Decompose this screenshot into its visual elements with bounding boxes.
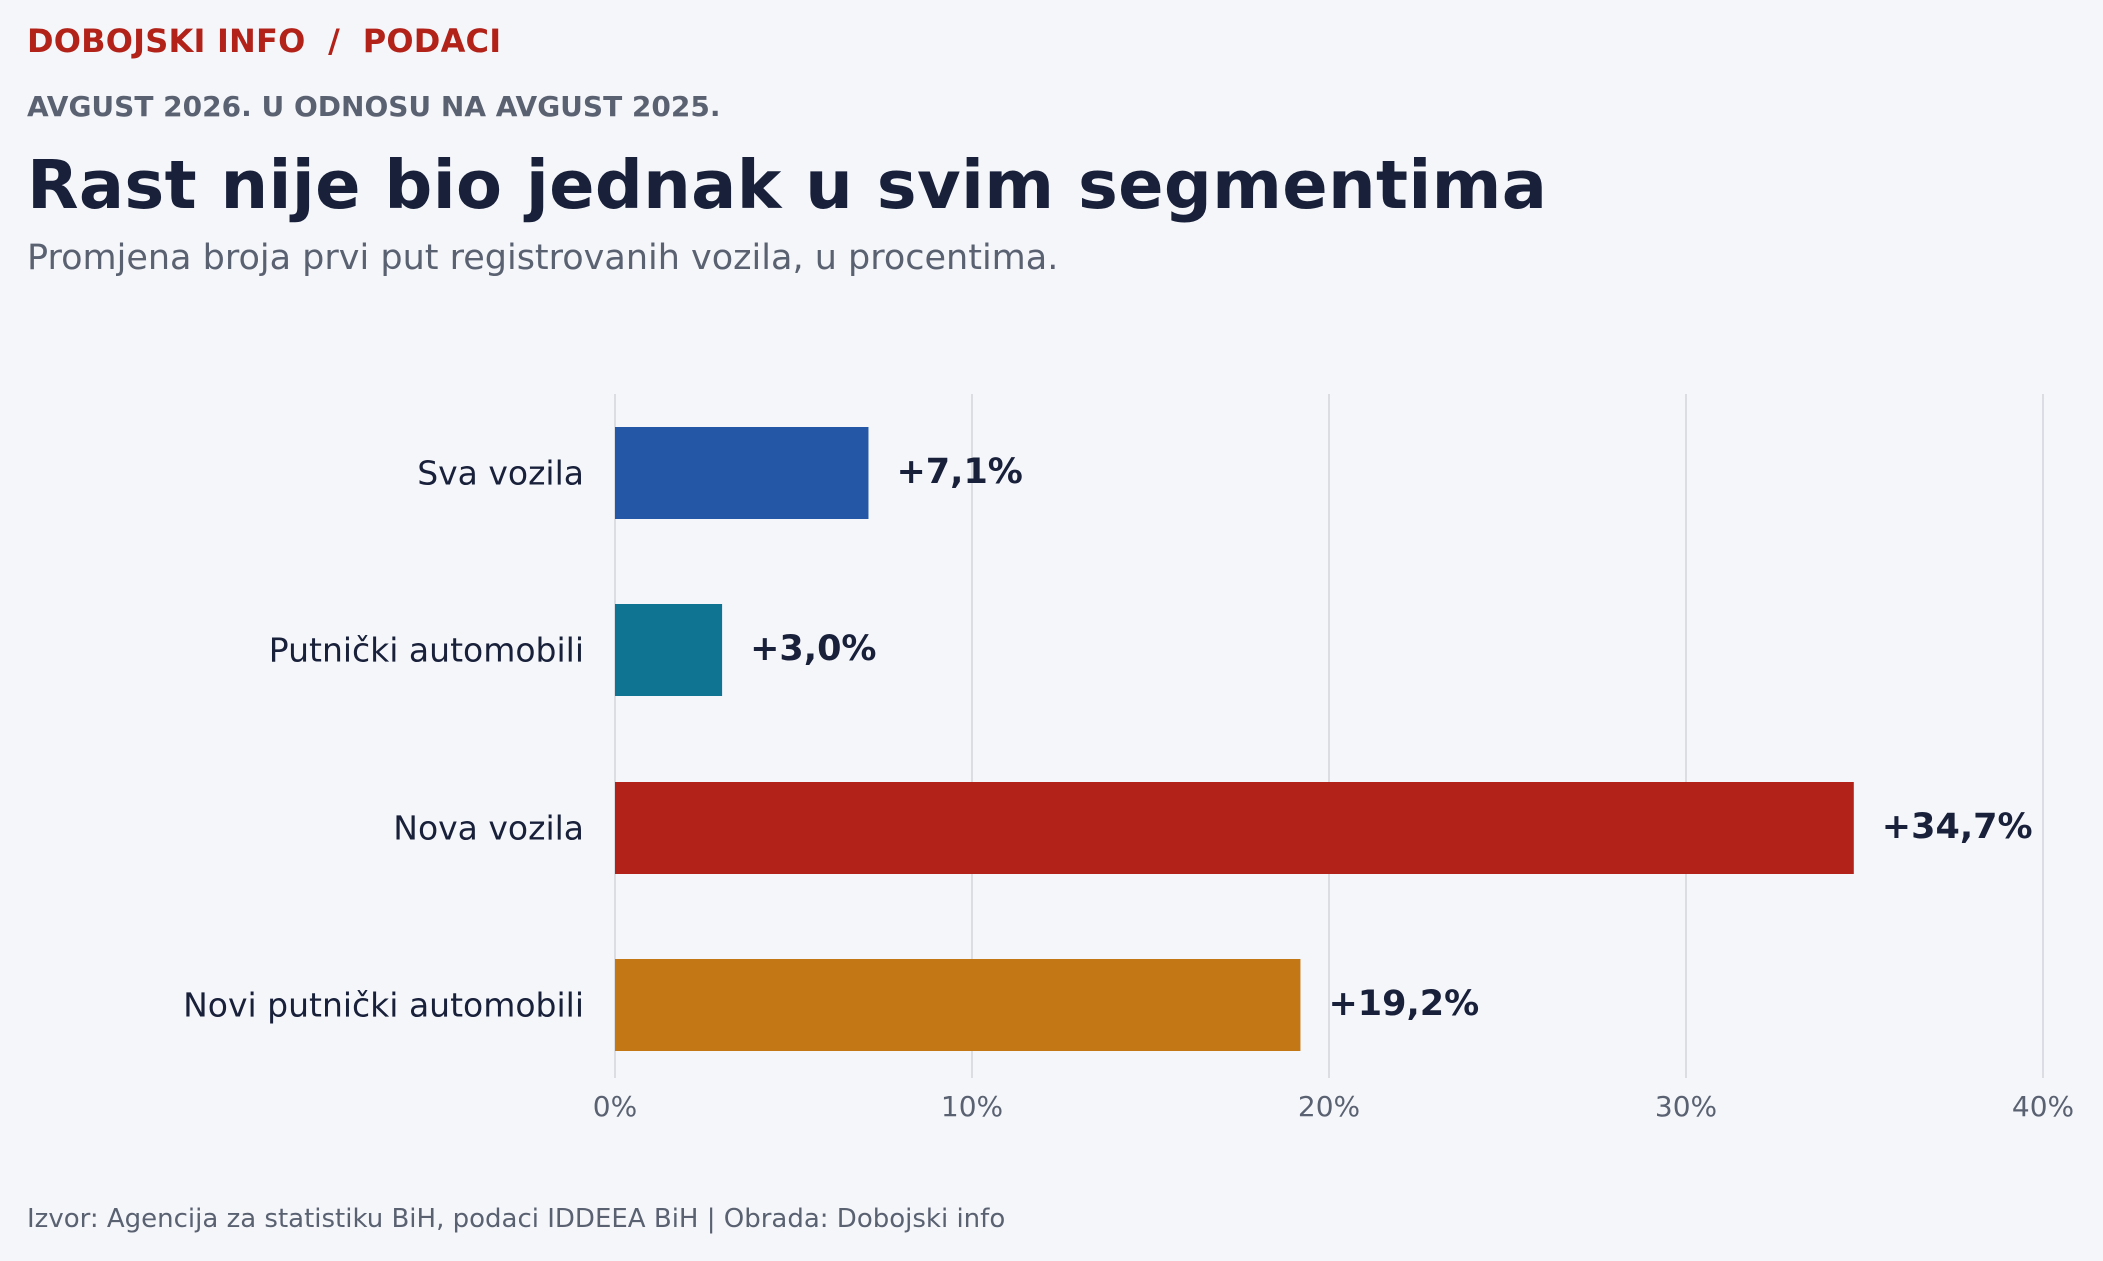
bar [615, 427, 869, 519]
x-tick-label: 0% [593, 1090, 637, 1123]
category-label: Novi putnički automobili [183, 986, 584, 1025]
chart-subtitle: Promjena broja prvi put registrovanih vo… [27, 238, 1059, 278]
category-label: Putnički automobili [269, 631, 584, 670]
bar [615, 959, 1301, 1051]
data-label: +34,7% [1882, 807, 2033, 847]
bar [615, 604, 723, 696]
x-tick-label: 20% [1298, 1090, 1360, 1123]
chart-title: Rast nije bio jednak u svim segmentima [27, 146, 1548, 224]
eyebrow: AVGUST 2026. U ODNOSU NA AVGUST 2025. [27, 90, 721, 123]
x-tick-label: 10% [941, 1090, 1003, 1123]
source-note: Izvor: Agencija za statistiku BiH, podac… [27, 1204, 1006, 1234]
data-label: +7,1% [896, 452, 1022, 492]
data-label: +3,0% [750, 629, 876, 669]
data-label: +19,2% [1328, 984, 1479, 1024]
category-label: Nova vozila [393, 809, 584, 848]
x-tick-label: 30% [1655, 1090, 1717, 1123]
bar [615, 782, 1854, 874]
x-tick-label: 40% [2012, 1090, 2074, 1123]
kicker: DOBOJSKI INFO / PODACI [27, 22, 502, 60]
category-label: Sva vozila [417, 454, 584, 493]
